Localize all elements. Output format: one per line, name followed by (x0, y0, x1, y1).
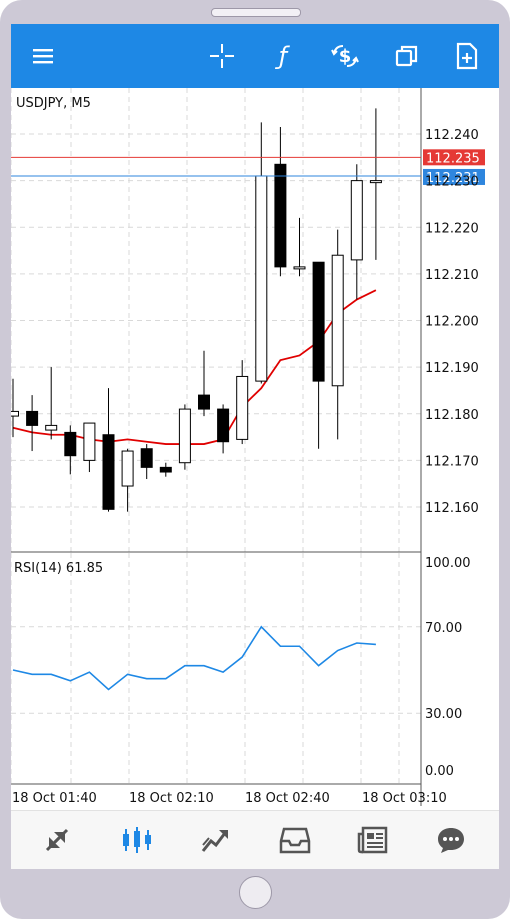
chart-canvas[interactable]: 112.235 112.231 112.240 112.230 112.220 112.… (11, 88, 499, 806)
chat-icon[interactable] (433, 823, 469, 857)
ask-price-tag (423, 149, 485, 166)
home-button[interactable] (239, 876, 272, 909)
candle-body (64, 431, 77, 457)
candle-body (369, 180, 382, 184)
svg-text:ƒ: ƒ (275, 42, 291, 70)
time-tick-label: 18 Oct 03:10 (362, 791, 447, 806)
candle-body (198, 394, 210, 410)
rsi-tick-label: 30.00 (425, 707, 462, 722)
candle-body (312, 261, 325, 382)
chart-area[interactable]: 112.235 112.231 112.240 112.230 112.220 112.… (11, 88, 499, 806)
price-tick-label: 112.220 (425, 221, 479, 236)
history-icon[interactable] (277, 823, 313, 857)
crosshair-icon[interactable] (206, 40, 238, 72)
candle-body (293, 266, 306, 270)
menu-icon[interactable] (27, 40, 59, 72)
ask-price-text: 112.235 (426, 151, 480, 166)
candle-body (217, 408, 230, 443)
price-tick-label: 112.230 (425, 175, 479, 190)
candle-body (178, 408, 191, 464)
candle-body (11, 410, 19, 417)
bid-price-tag (423, 168, 485, 185)
news-icon[interactable] (355, 823, 391, 857)
top-toolbar: ƒ $ (11, 24, 499, 88)
svg-text:$: $ (339, 46, 352, 67)
dollar-exchange-icon[interactable]: $ (329, 40, 361, 72)
windows-icon[interactable] (391, 40, 423, 72)
candle-body (159, 466, 172, 473)
price-tick-label: 112.160 (425, 501, 479, 516)
candle-body (83, 422, 96, 461)
phone-speaker (211, 8, 301, 17)
rsi-tick-label: 0.00 (425, 764, 454, 779)
indicator-label: RSI(14) 61.85 (14, 561, 103, 576)
time-tick-label: 18 Oct 02:10 (129, 791, 214, 806)
price-tick-label: 112.180 (425, 408, 479, 423)
new-order-icon[interactable] (451, 40, 483, 72)
candle-body (121, 450, 134, 487)
candle-body (140, 448, 153, 468)
rsi-tick-label: 100.00 (425, 556, 471, 571)
candle-body (274, 163, 287, 268)
price-tick-label: 112.240 (425, 128, 479, 143)
price-tick-label: 112.190 (425, 361, 479, 376)
candle-body (102, 434, 115, 510)
candle-body (350, 180, 363, 261)
rsi-line (12, 625, 376, 691)
chart-icon[interactable] (119, 823, 155, 857)
trade-icon[interactable] (197, 823, 233, 857)
time-tick-label: 18 Oct 02:40 (245, 791, 330, 806)
bottom-nav (11, 810, 499, 869)
bid-price-text: 112.231 (426, 171, 480, 186)
symbol-label: USDJPY, M5 (16, 96, 91, 111)
candle-body (45, 424, 58, 431)
candle-body (255, 175, 268, 382)
time-tick-label: 18 Oct 01:40 (12, 791, 97, 806)
quotes-icon[interactable] (39, 823, 75, 857)
price-tick-label: 112.200 (425, 315, 479, 330)
candle-body (236, 375, 249, 440)
price-tick-label: 112.170 (425, 454, 479, 469)
function-icon[interactable]: ƒ (267, 40, 299, 72)
candle-body (26, 410, 39, 426)
candle-body (331, 254, 344, 387)
app-screen: ƒ $ 112.235 112.231 112.240 11 (11, 24, 499, 869)
rsi-tick-label: 70.00 (425, 621, 462, 636)
price-tick-label: 112.210 (425, 268, 479, 283)
